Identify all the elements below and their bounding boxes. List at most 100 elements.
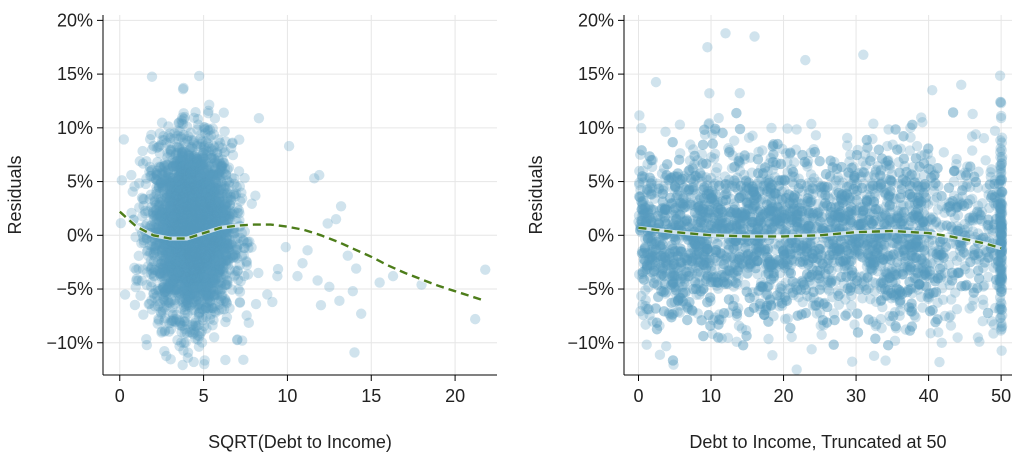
- data-point: [191, 295, 202, 307]
- data-point: [169, 277, 180, 289]
- data-point: [181, 203, 193, 214]
- data-point: [167, 307, 178, 319]
- axes: 0 5 10 15 20−10%−5%0%5%10%15%20%: [46, 10, 497, 406]
- data-point: [174, 316, 185, 327]
- data-point: [216, 290, 227, 302]
- data-point: [145, 247, 156, 258]
- data-point: [188, 191, 200, 202]
- data-point: [194, 242, 205, 253]
- data-point: [334, 295, 345, 307]
- data-point: [140, 178, 151, 190]
- data-point: [163, 168, 174, 179]
- data-point: [183, 225, 194, 236]
- data-point: [216, 187, 228, 199]
- data-point: [188, 356, 199, 368]
- y-tick-label: 15%: [57, 64, 93, 84]
- data-point: [183, 257, 195, 268]
- data-point: [182, 180, 193, 191]
- data-point: [222, 210, 233, 222]
- data-point: [231, 241, 243, 252]
- data-point: [183, 246, 194, 257]
- data-point: [170, 243, 181, 255]
- y-tick-label: 5%: [67, 172, 93, 192]
- data-point: [138, 309, 149, 320]
- data-point: [173, 193, 184, 204]
- data-point: [470, 313, 481, 325]
- data-point: [154, 236, 165, 248]
- data-point: [208, 314, 219, 326]
- data-point: [168, 277, 179, 288]
- data-point: [222, 242, 234, 253]
- data-point: [206, 232, 218, 243]
- data-point: [201, 197, 212, 209]
- data-point: [227, 149, 239, 161]
- data-point: [141, 156, 152, 167]
- data-point: [216, 160, 228, 171]
- x-tick-label: 10: [277, 386, 297, 406]
- data-point: [166, 205, 178, 217]
- data-point: [206, 192, 217, 204]
- data-point: [235, 195, 246, 207]
- data-point: [302, 245, 313, 256]
- data-point: [166, 238, 177, 250]
- data-point: [178, 316, 190, 327]
- data-point: [191, 242, 202, 254]
- data-point: [146, 304, 158, 315]
- data-point: [164, 190, 176, 201]
- data-point: [170, 284, 182, 296]
- data-point: [199, 201, 210, 212]
- data-point: [204, 124, 216, 136]
- data-point: [141, 339, 153, 351]
- data-point: [222, 214, 234, 225]
- data-point: [165, 199, 177, 210]
- data-point: [191, 184, 203, 196]
- data-point: [184, 278, 195, 289]
- data-point: [146, 71, 158, 82]
- data-point: [220, 226, 232, 238]
- data-point: [175, 214, 186, 226]
- data-point: [171, 191, 182, 203]
- data-point: [186, 273, 197, 284]
- data-point: [181, 204, 192, 215]
- data-point: [195, 241, 206, 252]
- data-point: [195, 204, 207, 215]
- data-point: [166, 189, 177, 201]
- data-point: [177, 189, 189, 201]
- data-point: [164, 212, 176, 223]
- data-point: [184, 155, 195, 166]
- data-point: [156, 258, 167, 270]
- data-point: [145, 255, 157, 266]
- data-point: [210, 240, 222, 251]
- data-point: [182, 219, 193, 231]
- data-point: [199, 240, 211, 251]
- data-point: [312, 275, 323, 286]
- data-point: [208, 206, 220, 218]
- scatter-points: [633, 28, 1008, 375]
- data-point: [224, 180, 235, 191]
- data-point: [315, 299, 327, 311]
- data-point: [180, 213, 191, 224]
- data-point: [178, 262, 189, 274]
- data-point: [155, 258, 166, 269]
- data-point: [182, 225, 193, 237]
- data-point: [183, 252, 194, 264]
- data-point: [167, 276, 179, 288]
- data-point: [186, 224, 197, 236]
- data-point: [183, 241, 194, 252]
- data-point: [155, 161, 167, 173]
- data-point: [180, 183, 191, 194]
- data-point: [195, 264, 207, 275]
- data-point: [216, 160, 227, 171]
- data-point: [189, 183, 200, 194]
- data-point: [191, 195, 202, 206]
- data-point: [169, 224, 180, 235]
- data-point: [342, 250, 353, 261]
- data-point: [184, 168, 195, 180]
- data-point: [208, 253, 219, 264]
- data-point: [387, 270, 399, 282]
- data-point: [196, 262, 208, 274]
- data-point: [184, 217, 196, 229]
- data-point: [176, 244, 187, 256]
- data-point: [142, 261, 154, 272]
- data-point: [200, 238, 212, 249]
